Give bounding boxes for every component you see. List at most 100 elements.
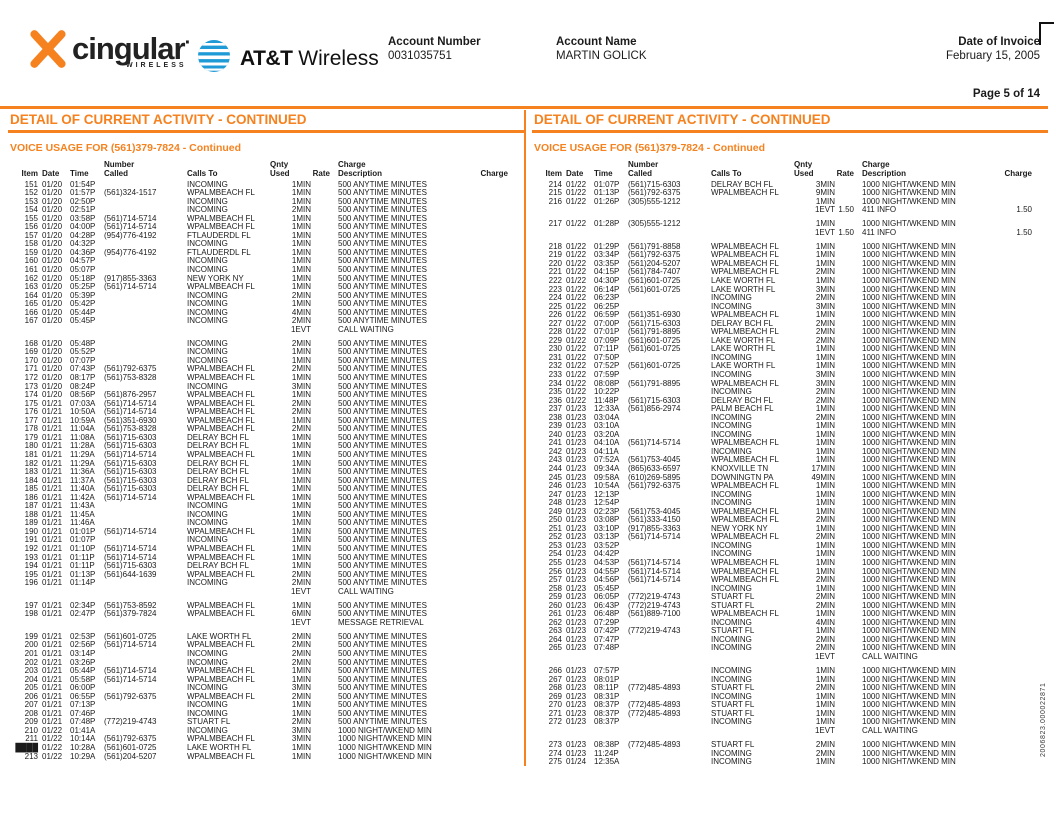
- cell-date: 01/22: [566, 361, 587, 371]
- cell-item: 185: [24, 484, 38, 494]
- cell-description: 1000 NIGHT/WKEND MIN: [862, 666, 956, 676]
- cell-calls-to: INCOMING: [711, 429, 752, 439]
- cell-time: 01:07P: [70, 535, 96, 545]
- cell-calls-to: INCOMING: [187, 700, 228, 710]
- call-row: 211 01/22 10:14A (561)792-6375 WPALMBEACH FL…: [8, 735, 524, 744]
- cell-calls-to: STUART FL: [711, 739, 755, 749]
- call-row: 156 01/20 04:00P (561)714-5714 WPALMBEACH FL…: [8, 223, 524, 232]
- cell-number-called: (561)792-6375: [628, 188, 681, 198]
- cell-time: 02:53P: [70, 631, 96, 641]
- cell-description: 411 INFO: [862, 227, 897, 237]
- cell-calls-to: WPALMBEACH FL: [187, 543, 255, 553]
- att-globe-icon: [196, 38, 232, 79]
- att-wordmark: AT&T Wireless: [240, 46, 379, 70]
- cell-description: 500 ANYTIME MINUTES: [338, 247, 427, 257]
- cell-item: 263: [548, 626, 562, 636]
- cell-date: 01/21: [42, 569, 63, 579]
- call-row: 269 01/23 08:31P INCOMING 1MIN 1000 NIGHT/WKE…: [532, 692, 1048, 702]
- cell-time: 11:43A: [70, 501, 95, 511]
- cell-item: 173: [24, 381, 38, 391]
- cell-calls-to: WPALMBEACH FL: [711, 250, 779, 260]
- cell-item: 189: [24, 518, 38, 528]
- cell-time: 08:38P: [594, 739, 620, 749]
- cell-time: 02:56P: [70, 640, 96, 650]
- cell-qnty-used: 1MIN: [815, 609, 835, 619]
- cingular-wireless-label: WIRELESS: [126, 62, 187, 69]
- table-header-row: Item Date Time Called Calls To Used Rate…: [532, 169, 1048, 178]
- cell-number-called: (561)715-6303: [628, 318, 681, 328]
- cell-qnty-used: 1MIN: [815, 344, 835, 354]
- cell-time: 10:29A: [70, 751, 96, 761]
- cell-item: 156: [24, 222, 38, 232]
- cell-number-called: (772)485-4893: [628, 700, 681, 710]
- call-row: 258 01/23 05:45P INCOMING 1MIN 1000 NIGHT/WKE…: [532, 583, 1048, 594]
- cell-time: 11:36A: [70, 467, 95, 477]
- cingular-logo: cingular· WIRELESS: [28, 28, 191, 75]
- call-row: 162 01/20 05:18P (917)855-3363 NEW YORK NY 1M…: [8, 274, 524, 284]
- cell-description: 1000 NIGHT/WKEND MIN: [862, 739, 956, 749]
- cell-qnty-used: 1MIN: [815, 506, 835, 516]
- cell-date: 01/20: [42, 188, 63, 198]
- cell-date: 01/22: [566, 387, 587, 397]
- cell-calls-to: DELRAY BCH FL: [187, 484, 249, 494]
- cell-time: 01:57P: [70, 188, 96, 198]
- cell-time: 04:56P: [594, 575, 620, 585]
- cell-item: 227: [548, 318, 562, 328]
- account-number-label: Account Number: [388, 36, 481, 48]
- cell-number-called: (561)379-7824: [104, 609, 157, 619]
- col-header-qnty: Qnty: [270, 159, 289, 169]
- cell-qnty-used: 1MIN: [815, 558, 835, 568]
- cell-description: 1000 NIGHT/WKEND MIN: [862, 609, 956, 619]
- cell-description: 1000 NIGHT/WKEND MIN: [862, 275, 956, 285]
- cell-qnty-used: 1MIN: [815, 489, 835, 499]
- cell-item: 250: [548, 515, 562, 525]
- cell-calls-to: WPALMBEACH FL: [187, 640, 255, 650]
- cell-description: 1000 NIGHT/WKEND MIN: [862, 600, 956, 610]
- cell-description: 1000 NIGHT/WKEND MIN: [862, 583, 956, 593]
- cell-time: 03:35P: [594, 258, 620, 268]
- cell-time: 04:57P: [70, 256, 96, 266]
- page-indicator: Page 5 of 14: [972, 88, 1040, 100]
- call-row: 169 01/20 05:52P INCOMING 1MIN 500 ANYTIME MI…: [8, 348, 524, 357]
- col-header-number: Number: [104, 159, 135, 169]
- cell-time: 04:36P: [70, 247, 96, 257]
- cell-description: 1000 NIGHT/WKEND MIN: [338, 743, 432, 752]
- cell-qnty-used: 1MIN: [815, 498, 835, 508]
- cell-number-called: (561)601-0725: [628, 344, 681, 354]
- cell-number-called: (561)753-8592: [104, 600, 157, 610]
- cell-time: 06:48P: [594, 609, 620, 619]
- cell-qnty-used: 2MIN: [291, 407, 311, 417]
- account-name-value: MARTIN GOLICK: [556, 50, 647, 62]
- cell-number-called: (561)792-6375: [628, 481, 681, 491]
- cell-time: 05:45P: [70, 316, 96, 326]
- cell-calls-to: WPALMBEACH FL: [187, 674, 255, 684]
- cell-qnty-used: 1EVT: [290, 617, 311, 627]
- cell-date: 01/23: [566, 575, 587, 585]
- cell-date: 01/21: [42, 578, 63, 588]
- cell-item: 190: [24, 526, 38, 536]
- cell-description: 1000 NIGHT/WKEND MIN: [862, 412, 956, 422]
- call-row: 179 01/21 11:08A (561)715-6303 DELRAY BCH FL…: [8, 433, 524, 443]
- cell-description: 1000 NIGHT/WKEND MIN: [862, 634, 956, 644]
- cell-number-called: (561)715-6303: [628, 395, 681, 405]
- cell-number-called: (561)601-0725: [628, 361, 681, 371]
- cell-number-called: (865)633-6597: [628, 464, 681, 473]
- cell-item: 248: [548, 498, 562, 508]
- cell-qnty-used: 2MIN: [291, 640, 311, 650]
- cell-number-called: (561)714-5714: [104, 674, 157, 684]
- cell-description: 1000 NIGHT/WKEND MIN: [862, 455, 956, 465]
- cell-qnty-used: 1MIN: [291, 561, 311, 571]
- cell-description: 500 ANYTIME MINUTES: [338, 290, 427, 300]
- cell-calls-to: FTLAUDERDL FL: [187, 230, 251, 240]
- cell-date: 01/20: [42, 355, 63, 365]
- cell-description: 500 ANYTIME MINUTES: [338, 282, 427, 292]
- cell-time: 07:01P: [594, 327, 620, 337]
- cell-description: 500 ANYTIME MINUTES: [338, 509, 427, 519]
- cell-description: 1000 NIGHT/WKEND MIN: [862, 404, 956, 414]
- cell-number-called: (772)219-4743: [104, 717, 157, 727]
- cell-item: 171: [24, 364, 38, 374]
- cell-number-called: (561)715-6303: [104, 441, 157, 451]
- cell-time: 11:28A: [70, 441, 95, 451]
- cell-date: 01/21: [42, 674, 63, 684]
- cell-calls-to: WPALMBEACH FL: [187, 188, 255, 198]
